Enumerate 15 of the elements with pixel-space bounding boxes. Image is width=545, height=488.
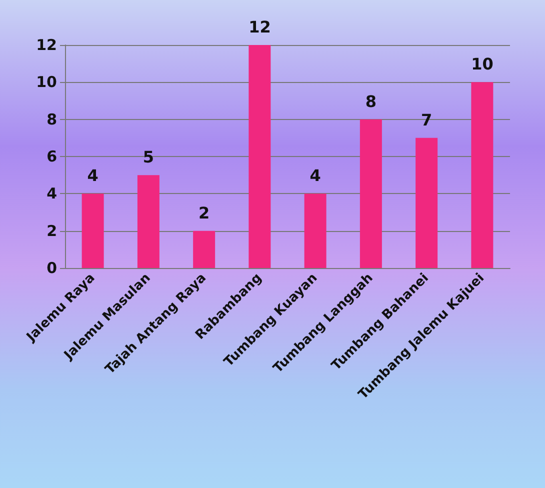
y-tick-label: 12 (36, 36, 57, 54)
y-tick-label: 10 (36, 73, 57, 92)
data-label: 8 (365, 92, 377, 111)
data-label: 4 (87, 166, 98, 186)
y-tick-label: 4 (46, 184, 57, 203)
y-tick-label: 0 (46, 259, 57, 277)
data-label: 5 (142, 148, 154, 167)
data-label: 12 (248, 18, 271, 36)
data-label: 4 (310, 166, 321, 186)
y-tick-label: 8 (46, 110, 57, 128)
data-label: 10 (471, 54, 494, 74)
data-label: 7 (420, 110, 432, 130)
data-label: 2 (198, 203, 210, 222)
y-tick-label: 6 (46, 148, 57, 166)
y-tick-label: 2 (46, 222, 57, 240)
